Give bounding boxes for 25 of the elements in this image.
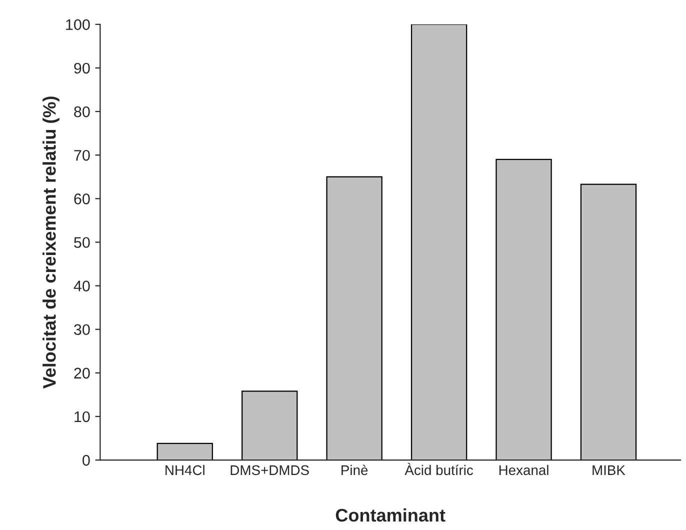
- x-tick-label: Àcid butíric: [404, 462, 474, 476]
- y-tick-label: 60: [74, 194, 90, 204]
- bar: [156, 442, 213, 460]
- x-tick-label: NH4Cl: [166, 464, 204, 476]
- y-tick-label: 70: [74, 150, 90, 161]
- y-axis-title: Velocitat de creixement relatiu (%): [42, 96, 60, 389]
- bar: [410, 24, 468, 460]
- x-tick-label: Hexanal: [499, 464, 548, 476]
- y-tick-label: 80: [74, 106, 90, 118]
- y-tick-label: 40: [74, 280, 90, 292]
- bar: [496, 158, 552, 460]
- y-tick-label: 90: [74, 62, 90, 74]
- bar: [242, 390, 298, 460]
- x-tick-label: MIBK: [592, 465, 626, 475]
- x-axis-title: Contaminant: [336, 508, 446, 522]
- y-tick-label: 100: [66, 19, 90, 30]
- x-tick-label: DMS+DMDS: [230, 465, 309, 476]
- y-tick-label: 20: [74, 368, 90, 379]
- x-tick-label: Pinè: [342, 464, 368, 476]
- bar: [326, 176, 382, 460]
- y-tick-label: 10: [74, 411, 90, 422]
- y-tick-label: 30: [74, 324, 90, 336]
- y-tick-label: 50: [74, 237, 90, 248]
- y-tick-label: 0: [82, 454, 90, 466]
- bar: [580, 184, 637, 460]
